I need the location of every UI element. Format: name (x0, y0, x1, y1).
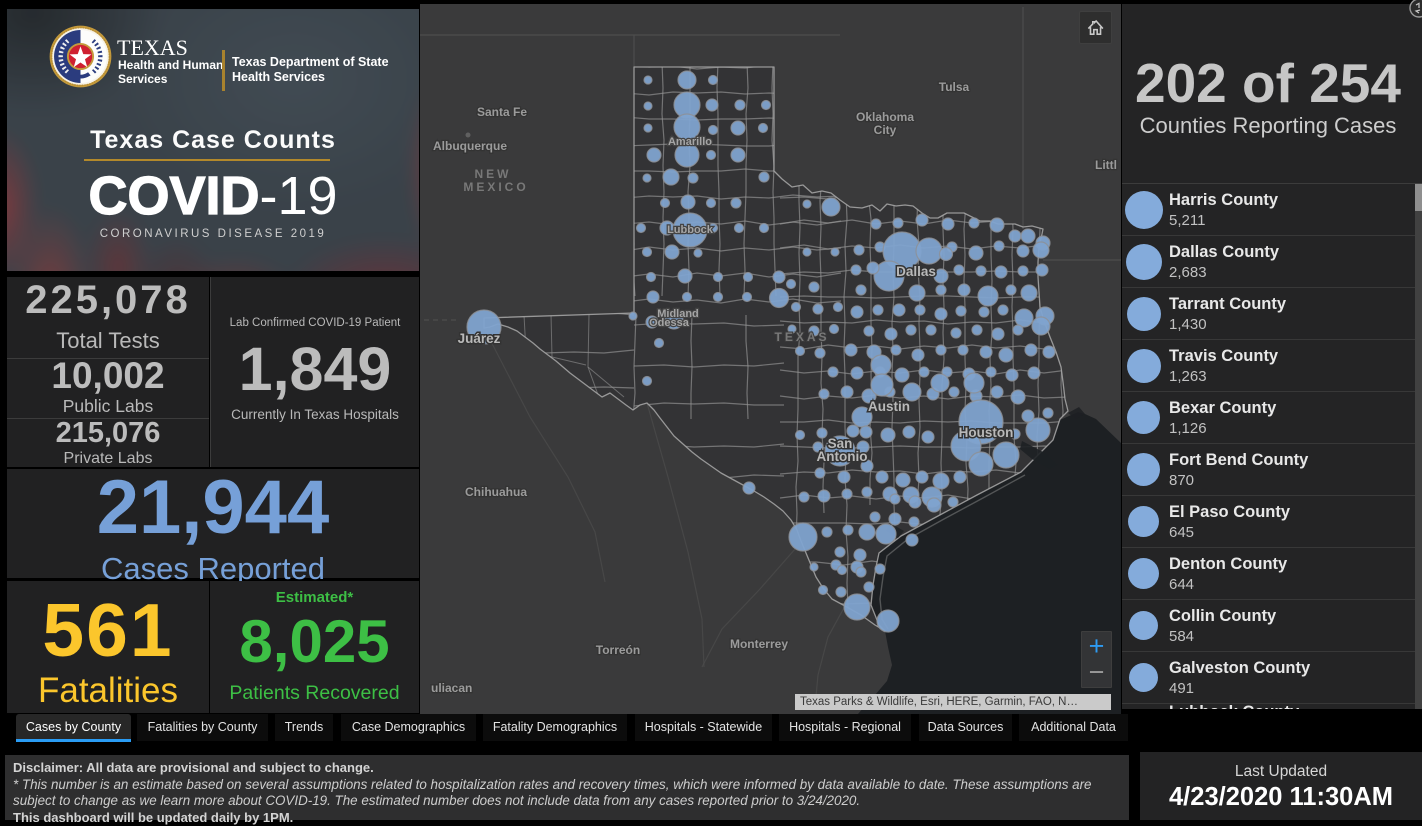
svg-text:Monterrey: Monterrey (730, 637, 788, 651)
svg-text:Dallas: Dallas (896, 264, 936, 279)
svg-text:Lubbock: Lubbock (667, 224, 714, 236)
svg-text:Odessa: Odessa (649, 317, 690, 329)
svg-text:MEXICO: MEXICO (463, 180, 528, 194)
svg-text:City: City (874, 123, 897, 137)
svg-text:Juárez: Juárez (458, 331, 501, 346)
svg-text:Amarillo: Amarillo (668, 136, 712, 148)
svg-text:Oklahoma: Oklahoma (856, 110, 914, 124)
svg-text:Chihuahua: Chihuahua (465, 485, 527, 499)
svg-text:Antonio: Antonio (817, 449, 868, 464)
svg-text:Santa Fe: Santa Fe (477, 105, 527, 119)
svg-text:Austin: Austin (868, 399, 910, 414)
svg-text:Littl: Littl (1095, 158, 1117, 172)
svg-text:TEXAS: TEXAS (774, 330, 829, 344)
svg-text:Albuquerque: Albuquerque (433, 139, 507, 153)
svg-text:Midland: Midland (657, 308, 699, 320)
svg-text:San: San (828, 436, 853, 451)
svg-text:NEW: NEW (475, 167, 512, 181)
svg-text:Houston: Houston (959, 425, 1014, 440)
svg-text:uliacan: uliacan (431, 681, 472, 695)
svg-text:Torreón: Torreón (596, 643, 640, 657)
svg-text:Tulsa: Tulsa (939, 80, 970, 94)
